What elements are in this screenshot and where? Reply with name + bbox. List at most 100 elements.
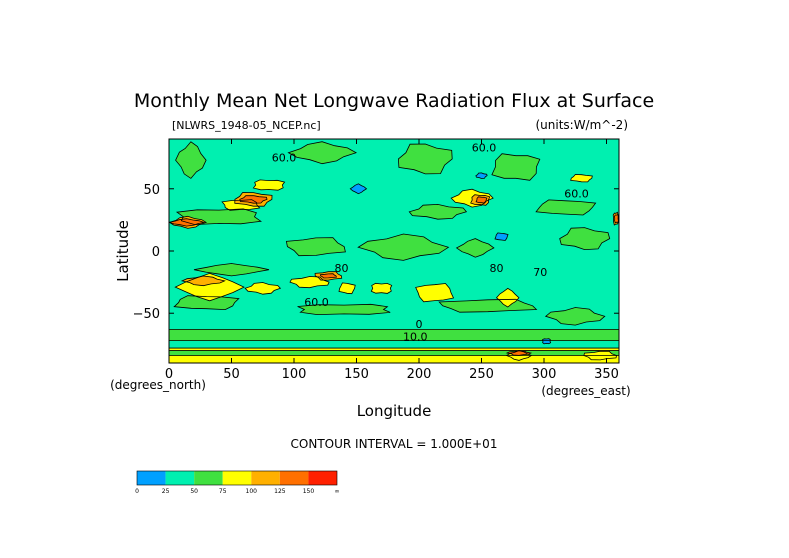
contour-line xyxy=(505,350,533,356)
contour-line xyxy=(193,263,270,277)
x-unit-label: (degrees_east) xyxy=(541,384,630,398)
contour-region xyxy=(456,238,494,258)
x-tick-label: 0 xyxy=(165,367,173,382)
color-legend: 0 25 50 75 100 125 150 ∞ xyxy=(135,470,340,495)
contour-region xyxy=(239,195,267,204)
filled-contours xyxy=(169,139,619,363)
contour-line xyxy=(544,307,606,326)
y-tick-label: −50 xyxy=(133,307,160,322)
contour-line xyxy=(455,238,495,258)
legend-level-label: 150 xyxy=(303,488,315,495)
contour-line xyxy=(314,271,343,281)
contour-region xyxy=(536,199,596,215)
contour-label: 60.0 xyxy=(272,151,297,164)
contour-region xyxy=(169,350,619,356)
plot-area: 60.0 60.0 60.0 60.0 80 70 80 10.00 xyxy=(169,139,619,363)
contour-region xyxy=(320,273,337,278)
contour-line xyxy=(541,338,552,345)
contour-label: 0 xyxy=(416,318,423,331)
contour-region xyxy=(476,196,487,204)
contour-line xyxy=(559,227,611,251)
legend-frame xyxy=(136,470,338,486)
y-axis-label: Latitude xyxy=(114,220,132,282)
legend-level-label: 75 xyxy=(219,488,227,495)
contour-region xyxy=(495,232,508,241)
legend-level-label: 0 xyxy=(135,488,139,495)
contour-region xyxy=(297,304,391,315)
contour-line xyxy=(338,282,356,295)
contour-region xyxy=(174,295,239,310)
legend-swatch xyxy=(222,471,252,485)
contour-line xyxy=(370,282,393,294)
y-unit-label: (degrees_north) xyxy=(110,378,206,392)
x-tick-label: 50 xyxy=(223,367,240,382)
contour-line xyxy=(415,283,455,303)
x-tick-label: 200 xyxy=(407,367,432,382)
contour-line xyxy=(175,141,207,179)
contour-region xyxy=(371,283,392,294)
legend-swatch xyxy=(308,471,337,485)
legend-swatch xyxy=(165,471,195,485)
contour-line xyxy=(612,211,619,226)
file-label: [NLWRS_1948-05_NCEP.nc] xyxy=(172,119,321,132)
x-tick-label: 350 xyxy=(594,367,619,382)
contour-line xyxy=(297,303,391,316)
contour-line xyxy=(289,276,330,289)
contour-lines xyxy=(169,141,619,363)
contour-line xyxy=(169,350,619,356)
contour-label: 60.0 xyxy=(472,141,497,154)
contour-line xyxy=(285,237,346,257)
legend-level-label: 25 xyxy=(162,488,170,495)
contour-region xyxy=(409,204,467,220)
legend-swatch xyxy=(194,471,223,485)
contour-line xyxy=(505,350,533,361)
contour-region xyxy=(398,144,453,174)
contour-region xyxy=(496,288,519,307)
x-tick-label: 150 xyxy=(344,367,369,382)
contour-line xyxy=(174,272,245,302)
contour-line xyxy=(349,183,368,195)
contour-region xyxy=(415,283,454,302)
contour-region xyxy=(286,237,346,256)
contour-labels: 60.0 60.0 60.0 60.0 80 70 80 10.00 xyxy=(272,141,589,343)
x-axis-ticks: 0 50 100 150 200 250 300 350 xyxy=(165,139,619,382)
contour-region xyxy=(570,174,593,182)
contour-label: 80 xyxy=(490,262,504,275)
contour-region xyxy=(358,234,449,261)
units-label: (units:W/m^-2) xyxy=(535,118,628,132)
contour-interval-text: CONTOUR INTERVAL = 1.000E+01 xyxy=(291,437,498,451)
contour-region xyxy=(614,214,619,223)
y-tick-label: 0 xyxy=(152,245,160,260)
contour-region xyxy=(491,153,540,181)
x-tick-label: 300 xyxy=(532,367,557,382)
contour-region xyxy=(169,329,619,341)
x-tick-label: 250 xyxy=(469,367,494,382)
contour-line xyxy=(252,179,286,191)
contour-line xyxy=(397,143,453,175)
y-tick-label: 50 xyxy=(143,183,160,198)
contour-region xyxy=(253,179,285,191)
contour-label: 70 xyxy=(533,266,547,279)
contour-line xyxy=(357,233,450,261)
contour-line xyxy=(234,192,273,207)
contour-line xyxy=(475,172,488,179)
contour-label: 80 xyxy=(335,262,349,275)
legend-swatch xyxy=(137,471,166,485)
contour-region xyxy=(339,282,356,294)
contour-region xyxy=(475,172,488,179)
contour-label: 60.0 xyxy=(564,187,589,200)
x-tick-label: 100 xyxy=(282,367,307,382)
legend-swatch xyxy=(279,471,309,485)
contour-region xyxy=(290,276,330,288)
contour-line xyxy=(287,141,357,165)
contour-line xyxy=(319,273,337,279)
contour-region xyxy=(542,338,551,344)
contour-line xyxy=(570,174,593,183)
contour-line xyxy=(169,329,619,341)
contour-line xyxy=(491,153,541,181)
contour-region xyxy=(288,141,356,164)
contour-line xyxy=(470,194,491,206)
legend-swatch xyxy=(251,471,280,485)
contour-line xyxy=(613,213,619,224)
contour-line xyxy=(494,232,509,241)
